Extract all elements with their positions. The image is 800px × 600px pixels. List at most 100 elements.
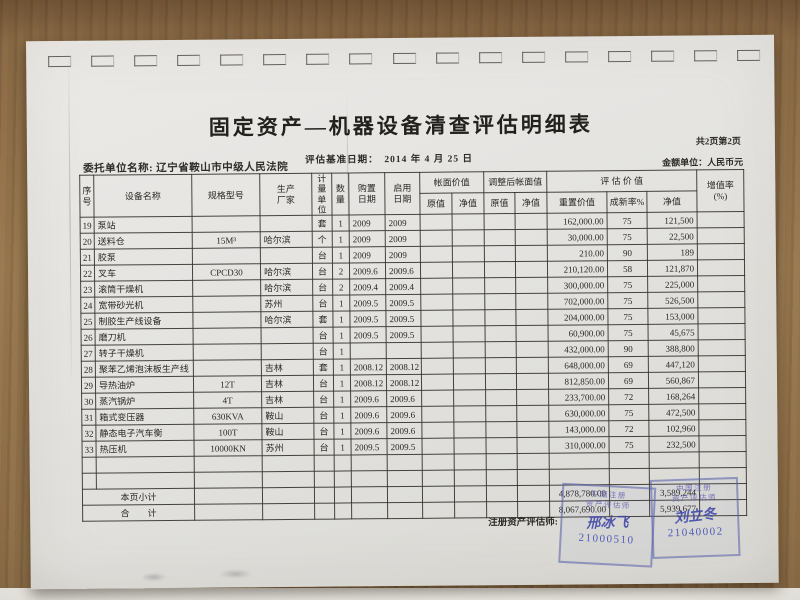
cell-book-original: [420, 230, 453, 247]
cell-unit: 台: [313, 375, 334, 392]
ink-smudge: [140, 573, 167, 582]
cell-book-original: [421, 438, 455, 455]
cell-spec-model: 100T: [193, 424, 263, 441]
cell-seq: 27: [81, 345, 96, 362]
cell-condition-rate: 75: [607, 292, 648, 310]
appraiser-stamp-1: 中国注册 资产评估师 邢冰飞 21000510: [558, 482, 657, 568]
total-label: 合 计: [82, 504, 195, 522]
cell-quantity: [334, 471, 352, 488]
cell-adjusted-original: [484, 245, 516, 263]
cell-adjusted-net: [515, 213, 548, 230]
document-paper: 固定资产—机器设备清查评估明细表 共2页第2页 评估基准日期： 2014 年 4…: [26, 34, 779, 590]
cell-unit: 台: [313, 343, 334, 360]
cell-replacement-value: 300,000.00: [547, 277, 608, 294]
cell-adjusted-original: [486, 453, 518, 471]
cell-seq: 23: [80, 281, 95, 298]
cell-quantity: 1: [333, 327, 351, 344]
cell-purchase-date: 2009: [349, 247, 386, 264]
cell-seq: 32: [81, 425, 97, 442]
cell-book-original: [420, 278, 453, 295]
cell-equipment-name: 胶泵: [94, 248, 193, 266]
cell-appreciation-rate: [697, 291, 745, 309]
col-header-unit: 计量 单位: [311, 173, 333, 216]
stamp-number: 21000510: [578, 531, 635, 547]
cell-appreciation-rate: [698, 371, 746, 389]
cell-appraised-net: 121,500: [647, 212, 698, 229]
cell-manufacturer: 吉林: [261, 391, 314, 409]
cell-adjusted-net: [515, 293, 548, 310]
cell-book-original: [420, 214, 453, 231]
appraiser-label: 注册资产评估师:: [488, 517, 558, 529]
cell-spec-model: 630KVA: [193, 408, 262, 425]
col-header-adjusted-original-value: 原值: [483, 192, 516, 215]
cell-unit: 套: [312, 215, 333, 232]
cell-book-net: [453, 342, 486, 359]
cell-condition-rate: [609, 452, 650, 470]
cell-condition-rate: 75: [608, 324, 649, 342]
cell-appreciation-rate: [698, 323, 746, 341]
cell-unit: 台: [312, 279, 333, 296]
cell-spec-model: 12T: [193, 376, 262, 393]
cell-quantity: 1: [332, 215, 350, 232]
cell-book-original: [420, 262, 453, 279]
cell-purchase-date: [350, 343, 387, 360]
cell-appreciation-rate: [698, 355, 746, 373]
cell-manufacturer: 鞍山: [261, 407, 314, 425]
cell-adjusted-original: [485, 325, 517, 343]
cell-replacement-value: 204,000.00: [547, 309, 609, 326]
cell-appraised-net: 447,120: [648, 356, 699, 373]
cell-unit: 台: [312, 247, 333, 264]
cell-adjusted-net: [515, 309, 549, 326]
cell-manufacturer: [261, 343, 314, 361]
cell-quantity: 1: [332, 247, 350, 264]
cell-quantity: 1: [333, 359, 351, 376]
cell-condition-rate: 90: [607, 244, 648, 262]
cell-appraised-net: 388,800: [648, 340, 699, 357]
cell-book-net: [452, 310, 486, 327]
cell-adjusted-original: [486, 469, 518, 487]
cell-adjusted-original: [484, 213, 516, 231]
cell-seq: 25: [80, 313, 96, 330]
cell-book-original: [421, 342, 454, 359]
cell-appreciation-rate: [697, 307, 746, 325]
cell-equipment-name: 导热油炉: [95, 376, 194, 394]
cell-equipment-name: [96, 472, 195, 490]
cell-startuse-date: 2009: [385, 246, 421, 264]
cell-purchase-date: [351, 455, 388, 472]
cell-book-original: [422, 454, 455, 471]
cell-adjusted-original: [484, 309, 517, 327]
cell-appraised-net: 45,675: [648, 324, 699, 341]
cell-unit: 个: [312, 231, 333, 248]
cell-replacement-value: 648,000.00: [548, 357, 609, 374]
cell-seq: 19: [80, 217, 95, 234]
cell-purchase-date: 2008.12: [350, 359, 387, 376]
cell-unit: 台: [313, 327, 334, 344]
cell-book-original: [420, 310, 454, 327]
cell-purchase-date: 2009.6: [350, 407, 387, 424]
col-header-condition-rate: 成新率%: [606, 191, 648, 214]
cell-appreciation-rate: [697, 243, 745, 261]
cell-purchase-date: 2009.6: [350, 391, 387, 408]
cell-manufacturer: 哈尔滨: [260, 279, 313, 297]
cell-quantity: 1: [333, 391, 351, 408]
col-header-original-value: 原值: [419, 193, 453, 215]
cell-book-original: [422, 470, 455, 487]
cell-startuse-date: 2009.6: [386, 406, 422, 424]
cell-seq: 22: [80, 265, 95, 282]
cell-equipment-name: 静态电子汽车衡: [95, 424, 195, 442]
cell-equipment-name: 磨刀机: [95, 328, 194, 346]
cell-purchase-date: 2009.6: [350, 423, 387, 440]
cell-condition-rate: 90: [608, 340, 649, 358]
cell-replacement-value: 812,850.00: [548, 373, 609, 390]
col-header-equipment-name: 设备名称: [93, 174, 193, 218]
cell-spec-model: 4T: [193, 392, 262, 409]
cell-equipment-name: 滚筒干燥机: [94, 280, 193, 298]
base-date-value: 2014 年 4 月 25 日: [384, 154, 474, 166]
cell-quantity: 2: [332, 263, 350, 280]
cell-quantity: 1: [332, 231, 350, 248]
cell-adjusted-net: [516, 421, 550, 438]
cell-equipment-name: 热压机: [96, 440, 195, 458]
cell-equipment-name: 制胶生产线设备: [94, 312, 194, 330]
cell-appraised-net: 225,000: [647, 276, 698, 293]
cell-book-original: [421, 374, 454, 391]
